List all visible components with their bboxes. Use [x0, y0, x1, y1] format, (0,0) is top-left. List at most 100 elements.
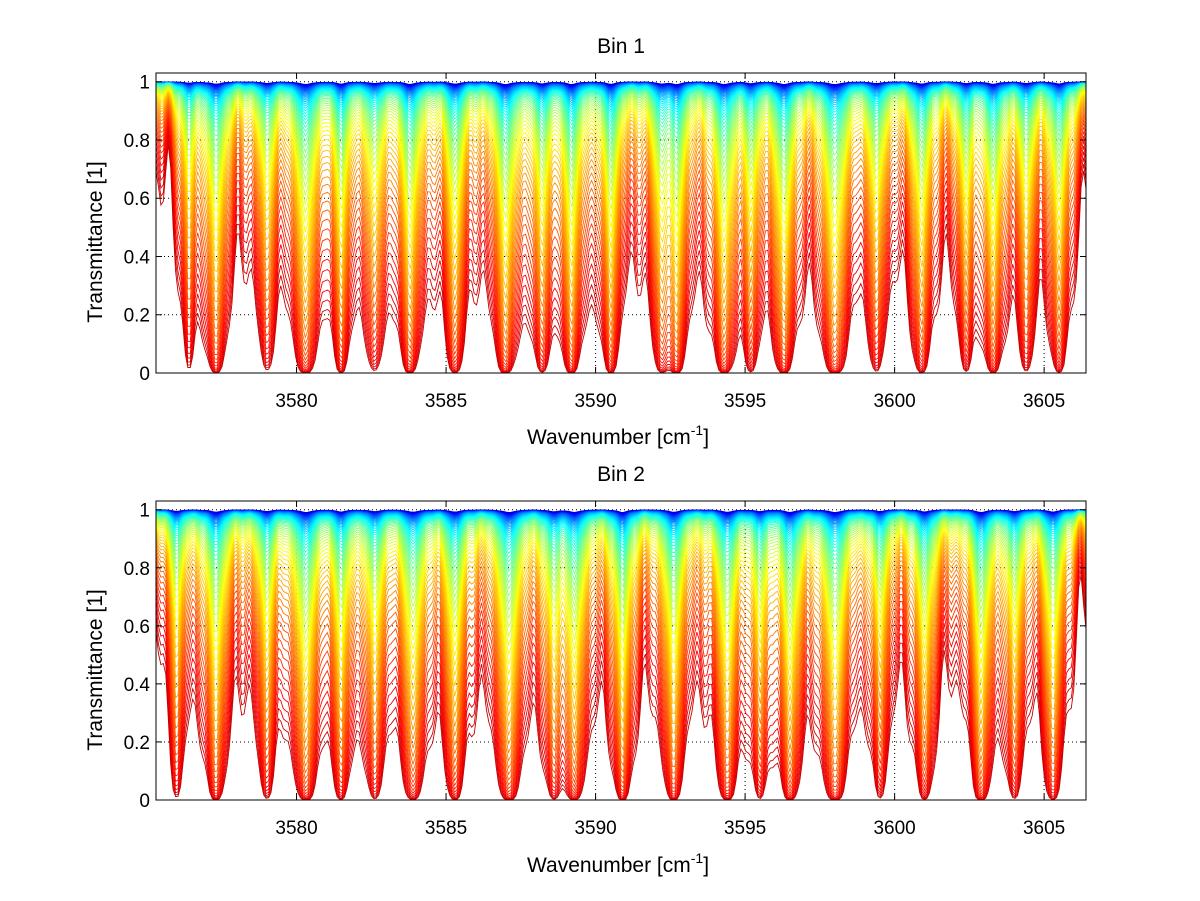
series-line — [156, 98, 1086, 336]
y-tick-label: 0.6 — [124, 617, 150, 638]
series-line — [156, 513, 1086, 597]
series-line — [156, 118, 1086, 370]
y-axis-label-2: Transmittance [1] — [84, 589, 107, 750]
series-line — [156, 511, 1086, 563]
series-line — [156, 535, 1086, 786]
x-tick-label: 3590 — [574, 391, 616, 412]
x-tick-labels-2: 3580 3585 3590 3595 3600 3605 — [275, 818, 1065, 839]
y-tick-label: 1 — [139, 501, 150, 522]
series-line — [156, 84, 1086, 157]
chart-title-1: Bin 1 — [597, 35, 645, 58]
series-line — [156, 523, 1086, 737]
series-line — [156, 533, 1086, 782]
series-line — [156, 88, 1086, 238]
plot-area-1 — [155, 72, 1087, 374]
series-line — [156, 511, 1086, 551]
series-line — [156, 513, 1086, 604]
spectra-group — [156, 81, 1086, 373]
y-tick-label: 0.2 — [124, 733, 150, 754]
x-tick-label: 3600 — [873, 391, 915, 412]
series-line — [156, 514, 1086, 620]
series-line — [156, 511, 1086, 558]
axes-frame — [155, 72, 1087, 374]
series-line — [156, 515, 1086, 637]
series-line — [156, 516, 1086, 656]
series-line — [156, 83, 1086, 131]
chart-panel-1: Bin 1 0 0.2 0.4 0.6 0.8 1 3580 3585 3590 3595 360… — [84, 35, 1087, 449]
x-tick-label: 3600 — [873, 818, 915, 839]
series-line — [156, 510, 1086, 525]
y-tick-label: 0 — [139, 791, 150, 812]
series-line — [156, 531, 1086, 776]
series-line — [156, 134, 1086, 373]
series-line — [156, 516, 1086, 666]
series-line — [156, 105, 1086, 355]
x-tick-label: 3595 — [724, 391, 766, 412]
series-line — [156, 82, 1086, 106]
y-tick-labels-1: 0 0.2 0.4 0.6 0.8 1 — [124, 73, 151, 385]
y-tick-label: 0 — [139, 364, 150, 385]
series-line — [156, 92, 1086, 289]
series-line — [156, 512, 1086, 584]
series-line — [156, 510, 1086, 528]
series-line — [156, 86, 1086, 209]
series-line — [156, 83, 1086, 145]
series-line — [156, 130, 1086, 373]
series-line — [156, 103, 1086, 349]
x-axis-label-2: Wavenumber [cm-1] — [527, 850, 709, 877]
series-line — [156, 84, 1086, 163]
x-tick-label: 3605 — [1023, 391, 1065, 412]
series-line — [156, 89, 1086, 248]
series-line — [156, 526, 1086, 754]
x-tick-labels-1: 3580 3585 3590 3595 3600 3605 — [275, 391, 1065, 412]
y-tick-label: 0.8 — [124, 559, 150, 580]
series-line — [156, 84, 1086, 151]
series-line — [156, 83, 1086, 127]
series-line — [156, 112, 1086, 366]
x-tick-label: 3580 — [275, 818, 317, 839]
series-line — [156, 99, 1086, 343]
series-line — [156, 82, 1086, 102]
series-line — [156, 90, 1086, 269]
series-line — [156, 144, 1086, 373]
series-line — [156, 126, 1086, 372]
series-line — [156, 524, 1086, 746]
series-line — [156, 510, 1086, 539]
series-line — [156, 529, 1086, 770]
series-line — [156, 521, 1086, 717]
series-line — [156, 107, 1086, 359]
series-line — [156, 82, 1086, 120]
series-line — [156, 83, 1086, 123]
series-line — [156, 85, 1086, 193]
series-line — [156, 510, 1086, 544]
series-line — [156, 110, 1086, 363]
series-line — [156, 87, 1086, 228]
series-line — [156, 83, 1086, 135]
series-line — [156, 85, 1086, 185]
series-line — [156, 518, 1086, 687]
x-tick-label: 3605 — [1023, 818, 1065, 839]
x-tick-label: 3595 — [724, 818, 766, 839]
series-line — [156, 519, 1086, 697]
series-line — [156, 115, 1086, 369]
series-line — [156, 91, 1086, 279]
series-line — [156, 82, 1086, 111]
series-line — [156, 512, 1086, 578]
x-tick-label: 3585 — [425, 818, 467, 839]
y-tick-labels-2: 0 0.2 0.4 0.6 0.8 1 — [124, 501, 151, 812]
series-line — [156, 545, 1086, 796]
series-line — [156, 515, 1086, 647]
series-line — [156, 511, 1086, 568]
series-line — [156, 538, 1086, 790]
series-line — [156, 82, 1086, 114]
y-tick-label: 0.4 — [124, 247, 151, 268]
series-line — [156, 517, 1086, 676]
series-line — [156, 97, 1086, 327]
series-line — [156, 540, 1086, 793]
series-line — [156, 514, 1086, 628]
series-line — [156, 82, 1086, 116]
series-line — [156, 89, 1086, 259]
series-line — [156, 512, 1086, 573]
x-tick-label: 3580 — [275, 391, 317, 412]
